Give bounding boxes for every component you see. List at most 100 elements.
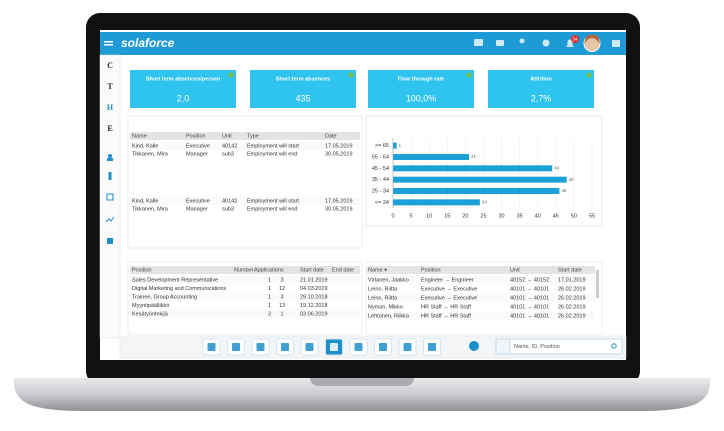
table-cell[interactable]: 1 — [280, 311, 283, 317]
table-cell[interactable]: 40142 — [222, 143, 237, 149]
table-cell[interactable]: Kind, Kalle — [132, 143, 158, 149]
table-cell[interactable]: Executive → Executive — [421, 295, 477, 301]
dollar-icon[interactable] — [108, 172, 112, 180]
table-cell[interactable]: 1 — [268, 294, 271, 300]
table-cell[interactable]: Manager — [186, 206, 208, 212]
table-cell[interactable]: Engineer → Engineer — [421, 277, 474, 283]
search-filter[interactable] — [495, 338, 511, 355]
table-cell[interactable]: HR Staff → HR Staff — [421, 304, 471, 310]
table-cell[interactable]: 40101 → 40101 — [510, 304, 549, 310]
y-tick-label: 55 - 64 — [372, 154, 389, 160]
check-icon[interactable] — [106, 193, 114, 201]
trend-icon[interactable] — [105, 216, 115, 223]
menu-icon[interactable] — [104, 41, 113, 43]
table-cell[interactable]: Sales Development Representative — [132, 277, 218, 283]
chat-icon[interactable] — [474, 39, 483, 46]
table-cell[interactable]: 26.02.2019 — [558, 286, 586, 292]
table-cell[interactable]: 30.05.2019 — [325, 151, 353, 157]
table-cell[interactable]: 21.01.2019 — [300, 277, 328, 283]
table-cell[interactable]: Employment will end — [247, 206, 297, 212]
table-cell[interactable]: Digital Marketing and Communications — [132, 286, 226, 292]
kpi-label: Flow through rate — [398, 76, 444, 82]
table-row — [130, 275, 360, 285]
table-cell[interactable]: Manager — [186, 151, 208, 157]
table-cell[interactable]: 17.01.2019 — [558, 277, 586, 283]
table-cell[interactable]: 3 — [268, 311, 271, 317]
table-row — [130, 150, 360, 158]
table-cell[interactable]: Myyntipäällikkö — [132, 303, 169, 309]
table-cell[interactable]: Employment will start — [247, 198, 299, 204]
table-cell[interactable]: Leino, Riitta — [368, 295, 398, 301]
table-cell[interactable]: 1 — [268, 303, 271, 309]
dock-icon — [403, 343, 412, 351]
person-icon[interactable] — [108, 154, 112, 158]
table-cell[interactable]: 1 — [268, 277, 271, 283]
table-cell[interactable]: Lehtonen, Riikka — [368, 313, 410, 319]
table-cell[interactable]: Executive — [186, 143, 210, 149]
settings-icon[interactable] — [542, 39, 550, 47]
table-cell[interactable]: Virtanen, Jaakko — [368, 277, 409, 283]
sidebar-tab[interactable]: C — [107, 61, 113, 70]
value-label: 44 — [554, 166, 560, 171]
table-row — [130, 142, 360, 150]
sidebar-tab[interactable]: H — [107, 103, 114, 112]
users-icon[interactable] — [519, 38, 525, 44]
table-cell[interactable]: 26.02.2019 — [558, 313, 586, 319]
dock-icon — [305, 343, 314, 351]
calendar-icon[interactable] — [107, 238, 113, 244]
table-cell[interactable]: Tikkanen, Mira — [132, 206, 169, 212]
table-row — [130, 292, 360, 302]
table-cell[interactable]: 17.05.2019 — [325, 198, 353, 204]
table-cell[interactable]: 29.10.2018 — [300, 294, 328, 300]
table-cell[interactable]: sub3 — [222, 151, 234, 157]
table-cell[interactable]: Tikkanen, Mira — [132, 151, 169, 157]
search-icon[interactable] — [611, 343, 617, 349]
table-cell[interactable]: Executive → Executive — [421, 286, 477, 292]
kpi-value: 435 — [295, 93, 310, 103]
table-cell[interactable]: 03.06.2019 — [300, 311, 328, 317]
table-cell[interactable]: 26.02.2019 — [558, 295, 586, 301]
info-icon — [348, 72, 354, 78]
table-cell[interactable]: Employment will end — [247, 151, 297, 157]
table-cell[interactable]: 17.05.2019 — [325, 143, 353, 149]
table-cell[interactable]: 40101 → 40101 — [510, 295, 549, 301]
avatar-hair — [584, 34, 600, 44]
sidebar-tab[interactable]: E — [107, 124, 112, 133]
table-cell[interactable]: Executive — [186, 198, 210, 204]
scrollbar[interactable] — [596, 270, 599, 298]
table-cell[interactable]: 19.12.2018 — [300, 303, 328, 309]
table-row — [367, 284, 595, 294]
table-cell[interactable]: HR Staff → HR Staff — [421, 313, 471, 319]
table-cell[interactable]: 3 — [280, 294, 283, 300]
column-header: Unit — [222, 133, 232, 139]
table-cell[interactable]: 3 — [280, 277, 283, 283]
table-cell[interactable]: 13 — [279, 303, 285, 309]
dashboard-icon[interactable] — [469, 341, 479, 351]
table-cell[interactable]: 04.03.2019 — [300, 286, 328, 292]
x-tick-label: 10 — [426, 213, 432, 219]
table-cell[interactable]: Trainee, Group Accounting — [132, 294, 197, 300]
table-cell[interactable]: Nyman, Mikko — [368, 304, 403, 310]
table-cell[interactable]: 40101 → 40101 — [510, 286, 549, 292]
table-cell[interactable]: 40142 — [222, 198, 237, 204]
table-cell[interactable]: Employment will start — [247, 143, 299, 149]
table-cell[interactable]: sub3 — [222, 206, 234, 212]
table-cell[interactable]: 12 — [279, 286, 285, 292]
table-cell[interactable]: Kind, Kalle — [132, 198, 158, 204]
table-cell[interactable]: 30.05.2019 — [325, 206, 353, 212]
kpi-card — [368, 70, 474, 108]
laptop-base — [13, 378, 711, 411]
table-cell[interactable]: 26.02.2019 — [558, 304, 586, 310]
video-icon[interactable] — [496, 40, 504, 46]
sidebar-tab[interactable]: T — [107, 82, 113, 91]
table-cell[interactable]: 40152 → 40152 — [510, 277, 549, 283]
table-cell[interactable]: 40101 → 40101 — [510, 313, 549, 319]
table-cell[interactable]: Leino, Riitta — [368, 286, 398, 292]
dock-icon — [256, 343, 265, 351]
kpi-value: 100,0% — [406, 93, 437, 103]
logout-icon[interactable] — [612, 40, 620, 47]
table-cell[interactable]: Kesätyöntekijä — [132, 311, 169, 317]
table-cell[interactable]: 1 — [268, 286, 271, 292]
bar — [393, 199, 480, 206]
